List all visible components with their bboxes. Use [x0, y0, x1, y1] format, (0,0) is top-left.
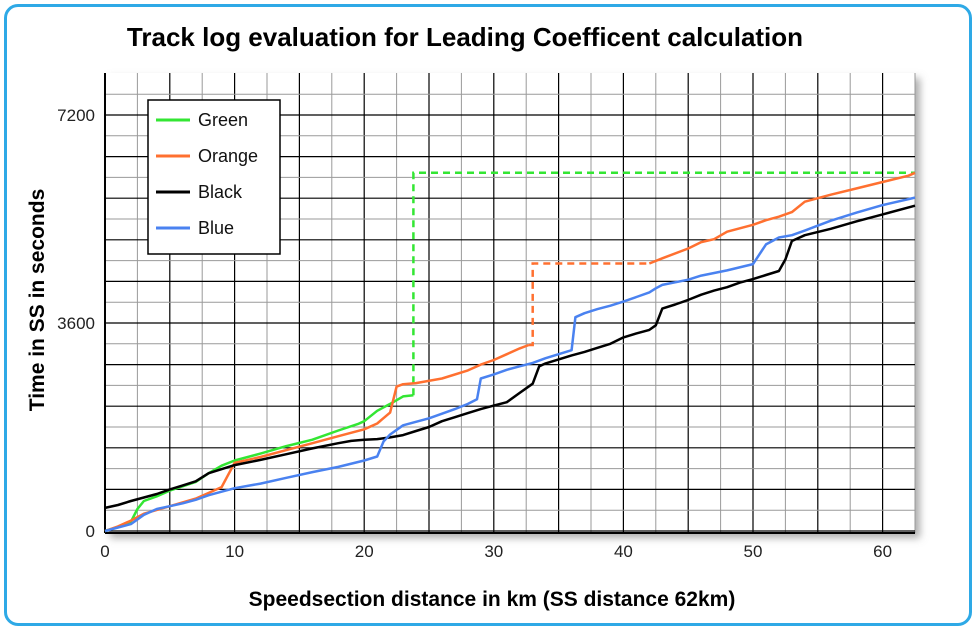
x-tick-label: 20	[355, 542, 374, 561]
series-layer	[104, 171, 916, 533]
series-green-line	[104, 393, 414, 533]
legend: Green Orange Black Blue	[147, 99, 281, 255]
y-axis-title: Time in SS in seconds	[26, 189, 49, 412]
y-tick-label: 7200	[57, 106, 95, 125]
series-blue-line	[104, 196, 916, 533]
x-tick-label: 30	[484, 542, 503, 561]
chart-title: Track log evaluation for Leading Coeffic…	[127, 22, 803, 52]
series-orange-line-continued	[648, 171, 916, 265]
x-tick-label: 10	[225, 542, 244, 561]
y-tick-label: 0	[86, 522, 95, 541]
x-axis-title: Speedsection distance in km (SS distance…	[249, 588, 736, 611]
series-black-line	[104, 204, 916, 510]
tick-labels: 0 10 20 30 40 50 60 0 3600 7200	[57, 106, 892, 561]
x-tick-label: 60	[873, 542, 892, 561]
legend-label-green: Green	[198, 110, 248, 130]
legend-label-orange: Orange	[198, 146, 258, 166]
x-tick-label: 0	[100, 542, 109, 561]
x-tick-label: 40	[614, 542, 633, 561]
series-orange-dashed	[528, 262, 650, 347]
y-tick-label: 3600	[57, 314, 95, 333]
legend-label-black: Black	[198, 182, 243, 202]
series-green-dashed	[412, 171, 915, 396]
legend-label-blue: Blue	[198, 218, 234, 238]
x-tick-label: 50	[744, 542, 763, 561]
